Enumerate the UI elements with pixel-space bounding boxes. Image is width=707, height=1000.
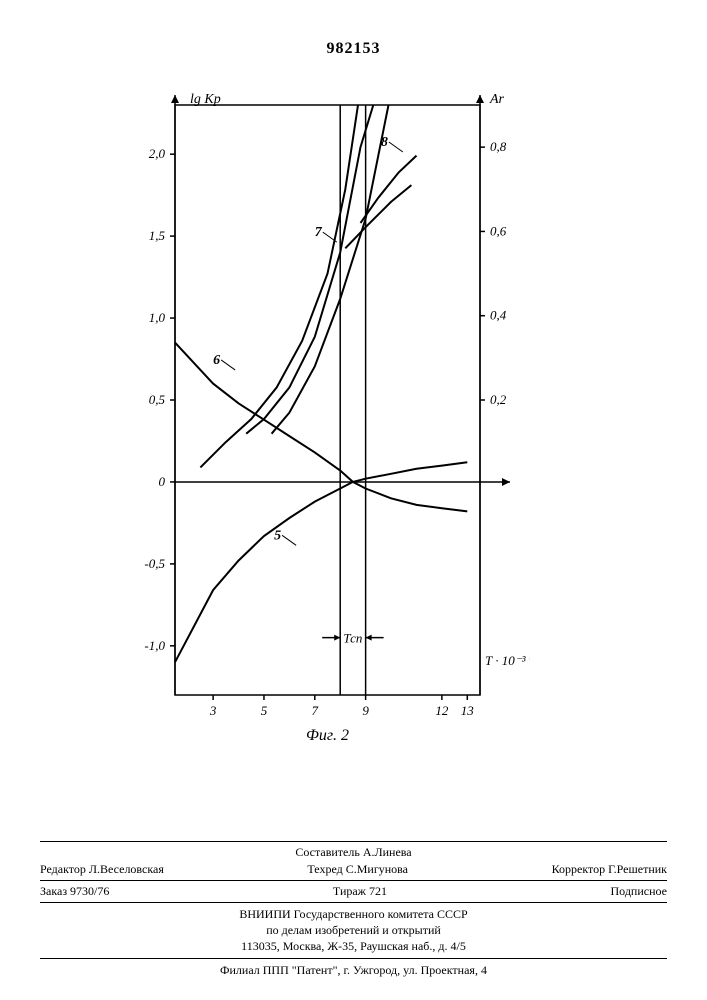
proofreader: Корректор Г.Решетник [552, 862, 667, 877]
svg-text:5: 5 [274, 528, 281, 543]
svg-text:1,5: 1,5 [149, 228, 166, 243]
org-line-2: по делам изобретений и открытий [40, 922, 667, 938]
svg-text:5: 5 [261, 703, 268, 718]
subscription: Подписное [611, 884, 668, 899]
svg-text:6: 6 [213, 353, 220, 368]
rule [40, 880, 667, 881]
page: 982153 -1,0 -0,5 0 0,5 1,0 1,5 2,0 lg Kp 0,2 0,4 0… [0, 0, 707, 1000]
svg-text:T · 10⁻³ °C: T · 10⁻³ °C [485, 653, 530, 668]
svg-text:Фиг. 2: Фиг. 2 [306, 727, 349, 744]
compiler-row: Составитель А.Линева [40, 845, 667, 860]
print-run: Тираж 721 [333, 884, 387, 899]
svg-text:Ar: Ar [489, 92, 505, 107]
svg-text:13: 13 [461, 703, 475, 718]
svg-text:0,4: 0,4 [490, 308, 507, 323]
rule [40, 841, 667, 842]
svg-text:7: 7 [312, 703, 319, 718]
publisher-block: ВНИИПИ Государственного комитета СССР по… [40, 906, 667, 955]
svg-text:1,0: 1,0 [149, 310, 166, 325]
branch-line: Филиал ППП "Патент", г. Ужгород, ул. Про… [40, 962, 667, 978]
svg-text:0,2: 0,2 [490, 392, 507, 407]
svg-text:12: 12 [435, 703, 449, 718]
svg-text:0,8: 0,8 [490, 139, 507, 154]
document-number: 982153 [0, 40, 707, 58]
rule [40, 958, 667, 959]
footer-block: Составитель А.Линева Редактор Л.Веселовс… [40, 838, 667, 978]
order-row: Заказ 9730/76 Тираж 721 Подписное [40, 884, 667, 899]
svg-text:3: 3 [209, 703, 217, 718]
svg-text:Тсп: Тсп [343, 631, 362, 646]
svg-text:-1,0: -1,0 [144, 638, 165, 653]
order-number: Заказ 9730/76 [40, 884, 109, 899]
svg-text:-0,5: -0,5 [144, 556, 165, 571]
rule [40, 902, 667, 903]
svg-text:7: 7 [315, 225, 323, 240]
technical-editor: Техред С.Мигунова [307, 862, 408, 877]
figure-chart: -1,0 -0,5 0 0,5 1,0 1,5 2,0 lg Kp 0,2 0,4 0,6 0,8 Ar… [120, 75, 530, 755]
svg-text:8: 8 [381, 135, 388, 150]
svg-text:2,0: 2,0 [149, 146, 166, 161]
svg-text:9: 9 [362, 703, 369, 718]
svg-text:0: 0 [159, 474, 166, 489]
editor: Редактор Л.Веселовская [40, 862, 164, 877]
publisher-address: 113035, Москва, Ж-35, Раушская наб., д. … [40, 938, 667, 954]
org-line-1: ВНИИПИ Государственного комитета СССР [40, 906, 667, 922]
editors-row: Редактор Л.Веселовская Техред С.Мигунова… [40, 862, 667, 877]
svg-text:lg Kp: lg Kp [190, 92, 221, 107]
svg-text:0,5: 0,5 [149, 392, 166, 407]
compiler: Составитель А.Линева [295, 845, 411, 860]
chart-svg: -1,0 -0,5 0 0,5 1,0 1,5 2,0 lg Kp 0,2 0,4 0,6 0,8 Ar… [120, 75, 530, 755]
svg-text:0,6: 0,6 [490, 223, 507, 238]
